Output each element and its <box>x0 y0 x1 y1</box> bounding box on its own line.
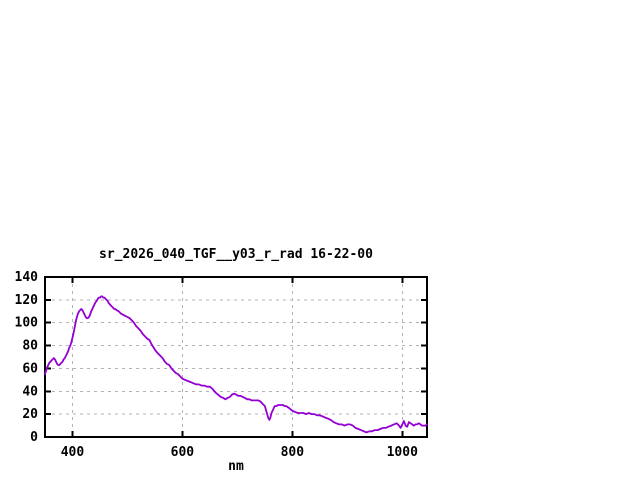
y-tick-label: 20 <box>22 407 38 422</box>
x-tick-label: 1000 <box>387 445 418 460</box>
y-tick-label: 100 <box>15 316 39 331</box>
y-tick-label: 140 <box>15 270 39 285</box>
y-tick-label: 120 <box>15 293 39 308</box>
x-tick-label: 400 <box>61 445 85 460</box>
y-tick-label: 60 <box>22 361 38 376</box>
x-tick-label: 800 <box>281 445 305 460</box>
x-tick-label: 600 <box>171 445 195 460</box>
y-tick-label: 80 <box>22 339 38 354</box>
plot-border <box>44 276 428 438</box>
x-axis-label: nm <box>228 459 244 474</box>
y-tick-label: 40 <box>22 384 38 399</box>
y-tick-label: 0 <box>30 430 38 445</box>
spectrum-line <box>44 295 428 434</box>
chart-title: sr_2026_040_TGF__y03_r_rad 16-22-00 <box>99 247 373 262</box>
